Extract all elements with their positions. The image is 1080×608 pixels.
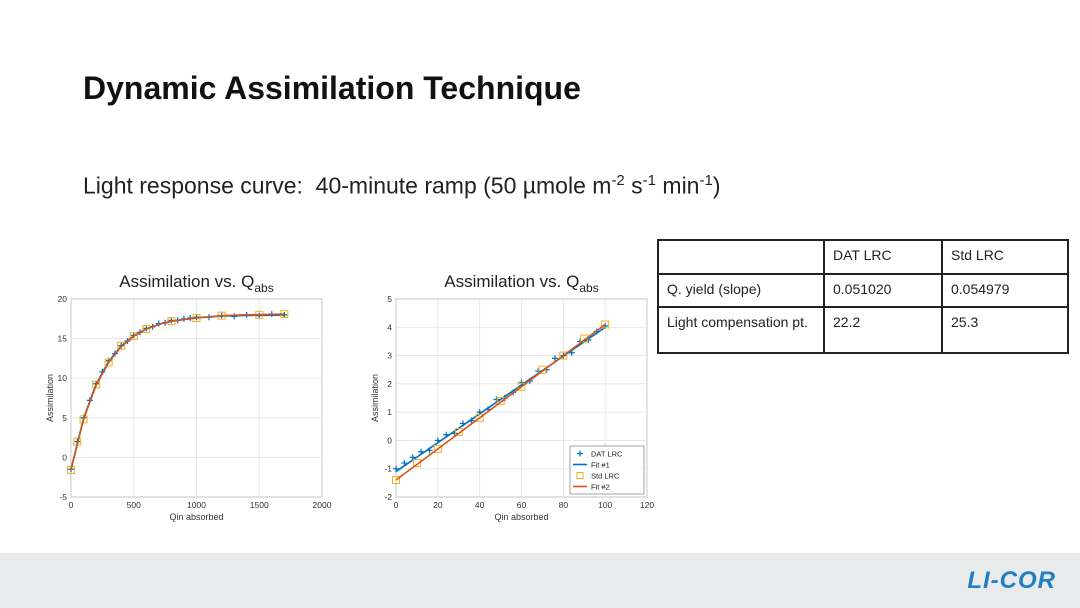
y-tick-label: -1 (384, 464, 392, 474)
x-tick-label: 40 (475, 500, 485, 510)
subtitle-text: Light response curve: 40-minute ramp (50… (83, 172, 612, 199)
legend-symbol (576, 472, 584, 479)
data-point (142, 325, 151, 334)
table-header: DAT LRC Std LRC (657, 239, 1069, 275)
title-subscript: abs (579, 281, 598, 295)
data-point (67, 466, 75, 475)
slide-title: Dynamic Assimilation Technique (83, 70, 581, 106)
x-tick-label: 2000 (313, 500, 332, 510)
data-point (392, 476, 400, 485)
superscript: -2 (611, 172, 625, 189)
subtitle-text: ) (712, 172, 721, 199)
data-point (517, 382, 526, 391)
data-point (454, 427, 463, 436)
x-axis-label: Qin absorbed (494, 512, 548, 522)
data-point (551, 355, 558, 362)
x-axis-label: Qin absorbed (169, 512, 223, 522)
data-point (104, 358, 113, 367)
data-point (496, 396, 505, 405)
legend-symbol (577, 450, 583, 457)
y-tick-label: 10 (58, 373, 68, 383)
subtitle-text: min (656, 172, 700, 199)
x-tick-label: 1500 (250, 500, 269, 510)
legend-marker (576, 472, 584, 479)
logo: LI-COR (967, 567, 1056, 594)
data-point (412, 459, 421, 468)
table-row: Light compensation pt. 22.2 25.3 (657, 306, 1069, 354)
legend-label: Fit #2 (591, 483, 610, 492)
y-tick-label: 0 (62, 452, 67, 462)
subtitle-text: s (624, 172, 643, 199)
chart: 0 20 40 60 80 100 120 -2 -1 0 1 2 3 4 5 Assimilation vs… (370, 272, 654, 522)
column-header: DAT LRC (823, 239, 943, 275)
footer: LI-COR (0, 553, 1080, 608)
x-tick-label: 120 (640, 500, 654, 510)
x-tick-label: 60 (517, 500, 527, 510)
results-table: DAT LRC Std LRC Q. yield (slope) 0.05102… (657, 239, 1069, 354)
legend-label: Std LRC (591, 472, 620, 481)
superscript: -1 (699, 172, 713, 189)
superscript: -1 (642, 172, 657, 189)
row-label: Light compensation pt. (657, 306, 825, 354)
x-tick-label: 100 (598, 500, 612, 510)
y-tick-label: 3 (387, 351, 392, 361)
title-text: Assimilation vs. Q (119, 272, 254, 291)
data-point (538, 365, 547, 374)
data-point (117, 341, 126, 350)
y-tick-label: 0 (387, 435, 392, 445)
y-tick-label: 5 (387, 294, 392, 304)
data-point (79, 415, 88, 424)
legend-label: Fit #1 (591, 461, 610, 470)
x-tick-label: 500 (127, 500, 141, 510)
data-point (559, 351, 568, 360)
table-cell: 22.2 (823, 306, 943, 354)
x-tick-label: 20 (433, 500, 443, 510)
chart-title: Assimilation vs. Qabs (119, 272, 273, 295)
table-cell: 0.054979 (941, 273, 1069, 308)
legend-marker (577, 450, 583, 457)
subtitle: Light response curve: 40-minute ramp (50… (83, 172, 720, 200)
table-cell: 25.3 (941, 306, 1069, 354)
y-axis-label: Assimilation (45, 374, 55, 422)
title-subscript: abs (254, 281, 273, 295)
y-tick-label: 1 (387, 407, 392, 417)
data-point (475, 413, 484, 422)
table-cell: 0.051020 (823, 273, 943, 308)
y-tick-label: -2 (384, 492, 392, 502)
y-tick-label: 5 (62, 413, 67, 423)
y-tick-label: 2 (387, 379, 392, 389)
data-point (580, 334, 589, 343)
legend-label: DAT LRC (591, 450, 623, 459)
x-tick-label: 0 (69, 500, 74, 510)
y-axis-label: Assimilation (370, 374, 380, 422)
y-tick-label: 15 (58, 334, 68, 344)
fit-line (395, 323, 606, 481)
chart-title: Assimilation vs. Qabs (444, 272, 598, 295)
y-tick-label: -5 (59, 492, 67, 502)
data-point (433, 444, 442, 453)
x-tick-label: 80 (559, 500, 569, 510)
y-tick-label: 4 (387, 322, 392, 332)
column-header: Std LRC (941, 239, 1069, 275)
y-tick-label: 20 (58, 294, 68, 304)
title-text: Assimilation vs. Q (444, 272, 579, 291)
data-point (92, 380, 101, 389)
table-corner (657, 239, 825, 275)
table-row: Q. yield (slope) 0.051020 0.054979 (657, 273, 1069, 308)
data-point (601, 320, 610, 329)
data-point (129, 332, 138, 341)
fit-line (70, 313, 285, 471)
x-tick-label: 0 (394, 500, 399, 510)
x-tick-label: 1000 (187, 500, 206, 510)
row-label: Q. yield (slope) (657, 273, 825, 308)
